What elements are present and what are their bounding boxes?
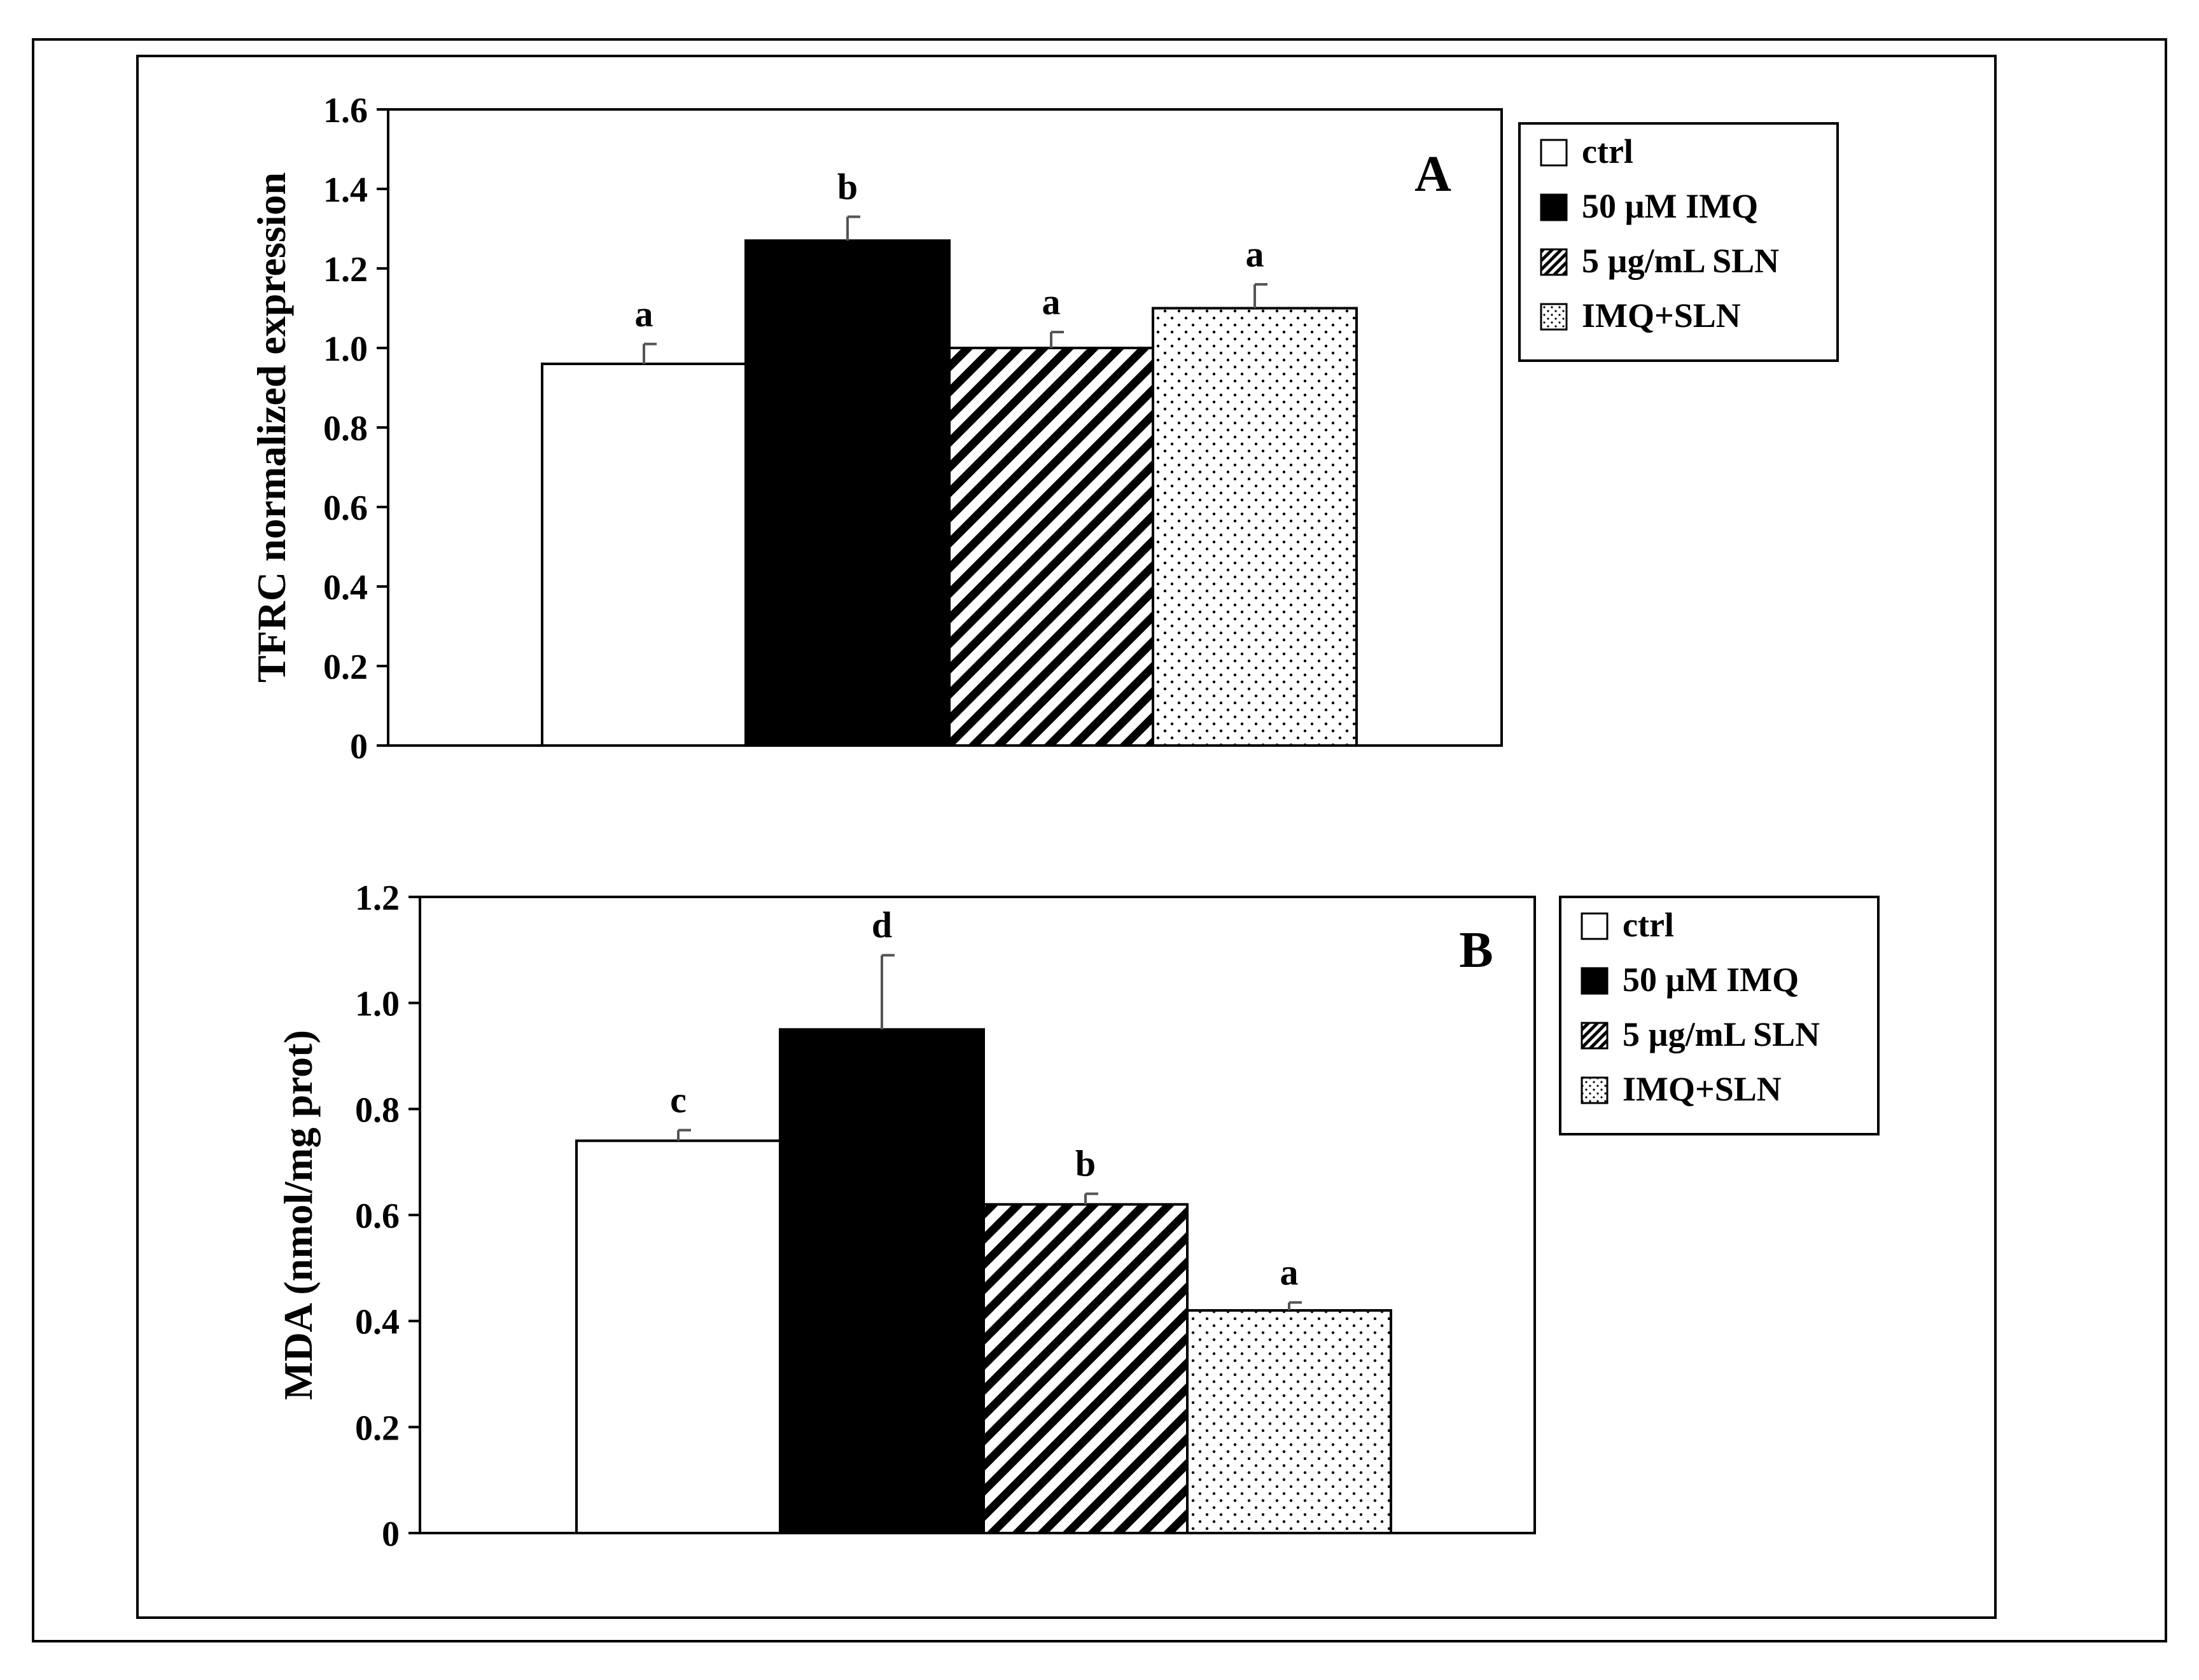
y-tick-label-b: 0.8 (355, 1090, 400, 1130)
y-tick-label-a: 0.2 (323, 648, 368, 687)
legend-swatch-b-3 (1581, 1022, 1609, 1050)
bar-a-2 (744, 239, 951, 747)
bar-a-3 (948, 347, 1154, 747)
panel-b: c d b a 0 0.2 0.4 0.6 0.8 1.0 1.2 MDA (nmol/mg pr… (276, 878, 1880, 1554)
legend-a: ctrl 50 µM IMQ 5 µg/mL SLN IMQ+SLN (1518, 122, 1839, 362)
y-tick-label-a: 1.0 (323, 330, 368, 369)
legend-box-a (1518, 122, 1839, 362)
bars-a: a b a a (541, 166, 1358, 747)
significance-label-a-4: a (1246, 233, 1264, 275)
y-tick-label-a: 0.4 (323, 568, 368, 607)
bar-b-4 (1186, 1309, 1392, 1534)
significance-label-b-3: b (1075, 1143, 1096, 1184)
y-tick-label-a: 0 (350, 727, 368, 767)
inner-frame (136, 55, 1997, 1619)
legend-label-a-4: IMQ+SLN (1582, 296, 1741, 335)
legend-swatch-b-4 (1581, 1076, 1609, 1104)
y-tick-label-a: 0.8 (323, 409, 368, 448)
y-axis-label-a: TFRC normalized expression (249, 172, 294, 683)
panel-a: a b a a 0 0.2 0.4 0.6 0.8 1.0 1.2 1.4 1.6 TFRC norm… (249, 91, 1839, 767)
outer-frame (32, 38, 2167, 1642)
legend-label-b-1: ctrl (1623, 906, 1674, 944)
y-ticks-a: 0 0.2 0.4 0.6 0.8 1.0 1.2 1.4 1.6 (323, 91, 388, 767)
legend-label-a-3: 5 µg/mL SLN (1582, 242, 1779, 280)
significance-label-b-4: a (1280, 1252, 1299, 1293)
legend-box-b (1559, 896, 1880, 1135)
legend-label-a-1: ctrl (1582, 132, 1633, 170)
y-tick-label-a: 0.6 (323, 489, 368, 528)
bars-b: c d b a (575, 905, 1392, 1535)
y-tick-label-b: 1.0 (355, 985, 400, 1024)
bar-a-4 (1152, 307, 1358, 747)
significance-label-b-2: d (872, 905, 892, 946)
legend-swatch-b-2 (1581, 967, 1609, 995)
legend-label-b-4: IMQ+SLN (1623, 1070, 1782, 1108)
y-tick-label-b: 0 (382, 1515, 400, 1554)
y-tick-label-b: 0.2 (355, 1408, 400, 1448)
bar-b-1 (575, 1139, 781, 1535)
y-tick-label-b: 0.6 (355, 1197, 400, 1236)
significance-label-a-1: a (635, 293, 653, 335)
panel-label-b: B (1459, 922, 1493, 978)
legend-swatch-a-3 (1540, 248, 1568, 276)
y-tick-label-b: 1.2 (355, 878, 400, 918)
bar-a-1 (541, 363, 747, 747)
legend-label-a-2: 50 µM IMQ (1582, 187, 1758, 225)
legend-label-b-2: 50 µM IMQ (1623, 961, 1799, 999)
y-tick-label-a: 1.6 (323, 91, 368, 130)
y-tick-label-a: 1.2 (323, 250, 368, 289)
legend-swatch-b-1 (1581, 912, 1609, 940)
legend-b: ctrl 50 µM IMQ 5 µg/mL SLN IMQ+SLN (1559, 896, 1880, 1135)
y-ticks-b: 0 0.2 0.4 0.6 0.8 1.0 1.2 (355, 878, 420, 1554)
legend-label-b-3: 5 µg/mL SLN (1623, 1015, 1820, 1053)
bar-b-3 (982, 1203, 1189, 1535)
y-axis-label-b: MDA (nmol/mg prot) (276, 1030, 321, 1400)
bar-b-2 (779, 1028, 985, 1535)
significance-label-b-1: c (670, 1080, 687, 1121)
panel-label-a: A (1414, 146, 1451, 202)
y-tick-label-a: 1.4 (323, 170, 368, 210)
legend-swatch-a-4 (1540, 303, 1568, 331)
y-tick-label-b: 0.4 (355, 1303, 400, 1342)
significance-label-a-2: b (837, 166, 858, 207)
legend-swatch-a-2 (1540, 193, 1568, 221)
significance-label-a-3: a (1042, 281, 1061, 323)
legend-swatch-a-1 (1540, 139, 1568, 167)
